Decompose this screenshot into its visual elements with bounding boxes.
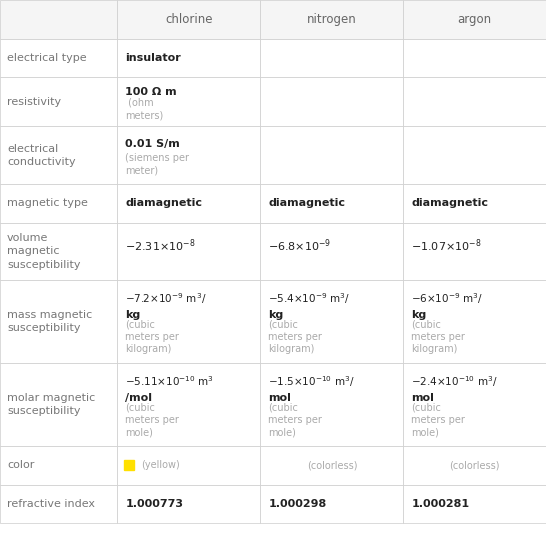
Text: argon: argon — [458, 13, 492, 26]
Bar — [403, 223, 546, 280]
Bar — [117, 280, 260, 363]
Bar — [0, 126, 117, 184]
Bar — [117, 0, 260, 39]
Bar — [403, 77, 546, 126]
Text: (ohm
meters): (ohm meters) — [126, 98, 164, 120]
Text: $-7.2{\times}10^{-9}$ m$^3$/: $-7.2{\times}10^{-9}$ m$^3$/ — [126, 291, 207, 306]
Bar — [0, 485, 117, 523]
Text: diamagnetic: diamagnetic — [269, 198, 346, 208]
Text: volume
magnetic
susceptibility: volume magnetic susceptibility — [7, 233, 80, 270]
Bar — [117, 363, 260, 446]
Text: 1.000773: 1.000773 — [126, 499, 183, 509]
Bar — [403, 485, 546, 523]
Text: diamagnetic: diamagnetic — [126, 198, 203, 208]
Bar — [117, 446, 260, 485]
Text: nitrogen: nitrogen — [307, 13, 357, 26]
Bar — [260, 223, 403, 280]
Text: color: color — [7, 461, 34, 470]
Text: 1.000298: 1.000298 — [269, 499, 327, 509]
Text: $-5.11{\times}10^{-10}$ m$^3$: $-5.11{\times}10^{-10}$ m$^3$ — [126, 374, 215, 388]
Bar — [260, 446, 403, 485]
Text: $-1.07{\times}10^{-8}$: $-1.07{\times}10^{-8}$ — [412, 238, 482, 254]
Bar — [0, 39, 117, 77]
Bar — [403, 0, 546, 39]
Bar — [260, 280, 403, 363]
Bar — [403, 280, 546, 363]
Text: /mol: /mol — [126, 393, 152, 403]
Text: (colorless): (colorless) — [449, 461, 500, 470]
Bar — [260, 77, 403, 126]
Text: (cubic
meters per
kilogram): (cubic meters per kilogram) — [269, 319, 322, 354]
Text: kg: kg — [126, 310, 141, 320]
Text: electrical
conductivity: electrical conductivity — [7, 143, 76, 167]
Bar — [0, 77, 117, 126]
Bar — [117, 223, 260, 280]
Text: (cubic
meters per
mole): (cubic meters per mole) — [412, 402, 465, 437]
Bar — [260, 363, 403, 446]
Text: diamagnetic: diamagnetic — [412, 198, 489, 208]
Bar — [260, 126, 403, 184]
Text: (cubic
meters per
mole): (cubic meters per mole) — [269, 402, 322, 437]
Text: resistivity: resistivity — [7, 97, 61, 106]
Text: $-5.4{\times}10^{-9}$ m$^3$/: $-5.4{\times}10^{-9}$ m$^3$/ — [269, 291, 351, 306]
Text: $-1.5{\times}10^{-10}$ m$^3$/: $-1.5{\times}10^{-10}$ m$^3$/ — [269, 374, 355, 389]
Bar — [0, 223, 117, 280]
Text: 0.01 S/m: 0.01 S/m — [126, 139, 180, 149]
Bar — [0, 446, 117, 485]
Bar — [0, 0, 117, 39]
Bar — [0, 184, 117, 223]
Text: 1.000281: 1.000281 — [412, 499, 470, 509]
Bar — [403, 39, 546, 77]
Text: chlorine: chlorine — [165, 13, 212, 26]
Text: (cubic
meters per
kilogram): (cubic meters per kilogram) — [126, 319, 179, 354]
Text: $-6.8{\times}10^{-9}$: $-6.8{\times}10^{-9}$ — [269, 238, 331, 254]
Bar — [117, 39, 260, 77]
Text: mol: mol — [269, 393, 292, 403]
Text: (cubic
meters per
mole): (cubic meters per mole) — [126, 402, 179, 437]
Bar — [260, 39, 403, 77]
Bar — [260, 485, 403, 523]
Text: mol: mol — [412, 393, 435, 403]
Bar — [117, 485, 260, 523]
Bar — [117, 184, 260, 223]
Text: (cubic
meters per
kilogram): (cubic meters per kilogram) — [412, 319, 465, 354]
Text: electrical type: electrical type — [7, 53, 87, 63]
Bar — [0, 280, 117, 363]
Bar — [117, 126, 260, 184]
Bar — [403, 363, 546, 446]
Text: (siemens per
meter): (siemens per meter) — [126, 152, 189, 175]
Bar — [403, 184, 546, 223]
Text: refractive index: refractive index — [7, 499, 95, 509]
Bar — [403, 126, 546, 184]
Text: (colorless): (colorless) — [307, 461, 357, 470]
Text: $-2.4{\times}10^{-10}$ m$^3$/: $-2.4{\times}10^{-10}$ m$^3$/ — [412, 374, 498, 389]
Text: magnetic type: magnetic type — [7, 198, 88, 208]
Text: $-6{\times}10^{-9}$ m$^3$/: $-6{\times}10^{-9}$ m$^3$/ — [412, 291, 484, 306]
Text: mass magnetic
susceptibility: mass magnetic susceptibility — [7, 310, 92, 333]
Text: insulator: insulator — [126, 53, 181, 63]
Text: molar magnetic
susceptibility: molar magnetic susceptibility — [7, 393, 95, 416]
Text: $-2.31{\times}10^{-8}$: $-2.31{\times}10^{-8}$ — [126, 238, 196, 254]
Bar — [0, 363, 117, 446]
Bar — [117, 77, 260, 126]
Text: 100 Ω m: 100 Ω m — [126, 87, 177, 97]
Bar — [260, 0, 403, 39]
Text: kg: kg — [269, 310, 284, 320]
Text: (yellow): (yellow) — [141, 461, 180, 470]
Bar — [403, 446, 546, 485]
Bar — [260, 184, 403, 223]
Text: kg: kg — [412, 310, 427, 320]
